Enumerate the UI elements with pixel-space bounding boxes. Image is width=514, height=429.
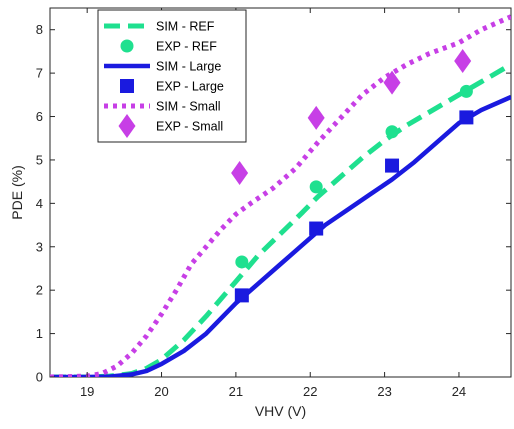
x-axis-label: VHV (V) (255, 403, 306, 419)
legend-box (97, 9, 247, 143)
legend-swatch-exp-small (118, 114, 136, 138)
x-tick-label: 21 (229, 384, 243, 399)
y-tick-label: 1 (36, 326, 43, 341)
data-point-exp-small (383, 70, 401, 95)
legend-swatch-exp-large (120, 79, 134, 93)
data-point-exp-large (385, 158, 400, 173)
y-tick-label: 6 (36, 109, 43, 124)
x-tick-label: 22 (303, 384, 317, 399)
data-point-exp-large (234, 288, 249, 303)
legend: SIM - REF EXP - REF SIM - Large EXP - Large… (97, 9, 247, 143)
data-point-exp-ref (459, 84, 473, 98)
y-tick-label: 3 (36, 239, 43, 254)
y-axis-label: PDE (%) (9, 165, 25, 219)
series-layer (50, 14, 511, 377)
data-point-exp-ref (235, 255, 249, 269)
legend-swatch-exp-ref (120, 39, 134, 53)
data-point-exp-small (231, 160, 249, 185)
y-tick-label: 4 (36, 196, 43, 211)
y-tick-label: 0 (36, 370, 43, 385)
y-tick-label: 2 (36, 283, 43, 298)
data-point-exp-large (309, 221, 324, 236)
legend-label-exp-small: EXP - Small (156, 120, 223, 134)
series-line-sim-small (50, 14, 511, 377)
legend-label-exp-ref: EXP - REF (156, 40, 217, 54)
x-tick-label: 19 (80, 384, 94, 399)
legend-label-sim-large: SIM - Large (156, 60, 221, 74)
y-tick-label: 7 (36, 66, 43, 81)
y-tick-label: 8 (36, 22, 43, 37)
x-tick-label: 20 (154, 384, 168, 399)
data-point-exp-ref (385, 125, 399, 139)
x-tick-label: 23 (377, 384, 391, 399)
legend-label-exp-large: EXP - Large (156, 80, 224, 94)
legend-label-sim-ref: SIM - REF (156, 20, 215, 34)
x-tick-label: 24 (452, 384, 466, 399)
legend-label-sim-small: SIM - Small (156, 100, 221, 114)
series-line-sim-large (50, 94, 511, 377)
data-point-exp-small (307, 105, 325, 130)
y-tick-label: 5 (36, 152, 43, 167)
data-point-exp-large (459, 110, 474, 125)
data-point-exp-ref (309, 180, 323, 194)
data-point-exp-small (454, 48, 472, 73)
